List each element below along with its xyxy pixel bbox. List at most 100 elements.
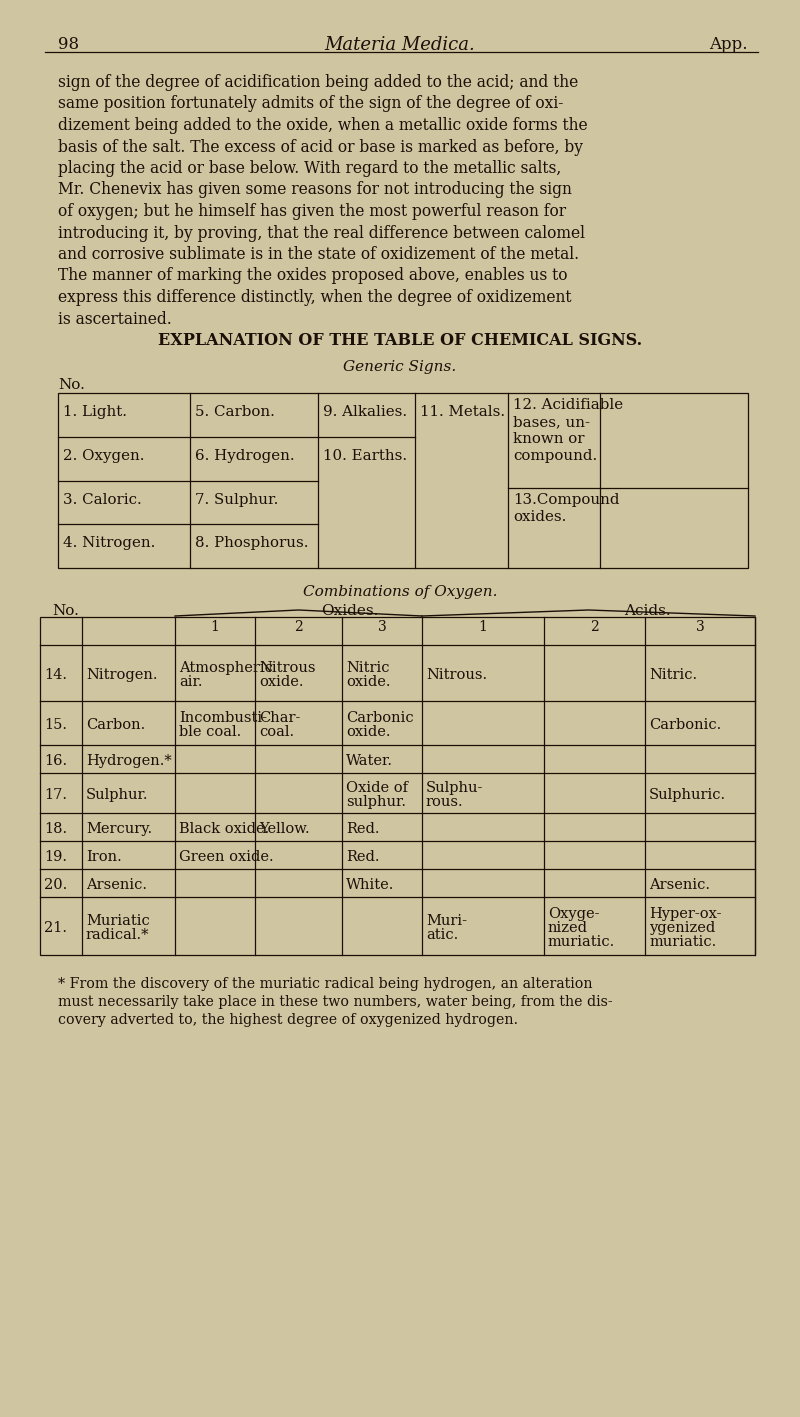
Text: oxide.: oxide. xyxy=(346,674,390,689)
Text: 9. Alkalies.: 9. Alkalies. xyxy=(323,405,407,419)
Text: Nitrous.: Nitrous. xyxy=(426,667,487,682)
Text: ygenized: ygenized xyxy=(649,921,715,935)
Text: 3: 3 xyxy=(378,621,386,633)
Text: 3: 3 xyxy=(696,621,704,633)
Text: Nitrogen.: Nitrogen. xyxy=(86,667,158,682)
Text: oxide.: oxide. xyxy=(346,726,390,740)
Text: Arsenic.: Arsenic. xyxy=(86,879,147,891)
Text: 3. Caloric.: 3. Caloric. xyxy=(63,493,142,507)
Text: Yellow.: Yellow. xyxy=(259,822,310,836)
Text: must necessarily take place in these two numbers, water being, from the dis-: must necessarily take place in these two… xyxy=(58,995,613,1009)
Bar xyxy=(58,393,748,568)
Text: Oxides.: Oxides. xyxy=(322,604,378,618)
Text: No.: No. xyxy=(52,604,79,618)
Text: No.: No. xyxy=(58,378,85,393)
Text: 2: 2 xyxy=(294,621,303,633)
Text: Carbonic: Carbonic xyxy=(346,711,414,726)
Text: covery adverted to, the highest degree of oxygenized hydrogen.: covery adverted to, the highest degree o… xyxy=(58,1013,518,1027)
Text: * From the discovery of the muriatic radical being hydrogen, an alteration: * From the discovery of the muriatic rad… xyxy=(58,976,593,990)
Text: muriatic.: muriatic. xyxy=(548,935,615,949)
Text: Carbon.: Carbon. xyxy=(86,718,146,733)
Text: 17.: 17. xyxy=(44,788,67,802)
Text: 16.: 16. xyxy=(44,754,67,768)
Text: 6. Hydrogen.: 6. Hydrogen. xyxy=(195,449,294,463)
Text: 7. Sulphur.: 7. Sulphur. xyxy=(195,493,278,507)
Text: 20.: 20. xyxy=(44,879,67,891)
Text: Atmospheric: Atmospheric xyxy=(179,660,273,674)
Text: oxide.: oxide. xyxy=(259,674,303,689)
Text: 5. Carbon.: 5. Carbon. xyxy=(195,405,275,419)
Bar xyxy=(40,616,755,955)
Text: nized: nized xyxy=(548,921,588,935)
Text: 1. Light.: 1. Light. xyxy=(63,405,127,419)
Text: Nitric: Nitric xyxy=(346,660,390,674)
Text: 14.: 14. xyxy=(44,667,67,682)
Text: Oxide of: Oxide of xyxy=(346,781,408,795)
Text: Nitrous: Nitrous xyxy=(259,660,315,674)
Text: and corrosive sublimate is in the state of oxidizement of the metal.: and corrosive sublimate is in the state … xyxy=(58,247,579,264)
Text: 1: 1 xyxy=(478,621,487,633)
Text: The manner of marking the oxides proposed above, enables us to: The manner of marking the oxides propose… xyxy=(58,268,567,285)
Text: Sulphur.: Sulphur. xyxy=(86,788,149,802)
Text: atic.: atic. xyxy=(426,928,458,942)
Text: Nitric.: Nitric. xyxy=(649,667,697,682)
Text: rous.: rous. xyxy=(426,795,464,809)
Text: 11. Metals.: 11. Metals. xyxy=(420,405,505,419)
Text: 18.: 18. xyxy=(44,822,67,836)
Text: Red.: Red. xyxy=(346,850,379,864)
Text: Hydrogen.*: Hydrogen.* xyxy=(86,754,172,768)
Text: Generic Signs.: Generic Signs. xyxy=(343,360,457,374)
Text: of oxygen; but he himself has given the most powerful reason for: of oxygen; but he himself has given the … xyxy=(58,203,566,220)
Text: sign of the degree of acidification being added to the acid; and the: sign of the degree of acidification bein… xyxy=(58,74,578,91)
Text: 19.: 19. xyxy=(44,850,67,864)
Text: 21.: 21. xyxy=(44,921,67,935)
Text: same position fortunately admits of the sign of the degree of oxi-: same position fortunately admits of the … xyxy=(58,95,563,112)
Text: Materia Medica.: Materia Medica. xyxy=(325,35,475,54)
Text: Muriatic: Muriatic xyxy=(86,914,150,928)
Text: placing the acid or base below. With regard to the metallic salts,: placing the acid or base below. With reg… xyxy=(58,160,562,177)
Text: 1: 1 xyxy=(210,621,219,633)
Text: express this difference distinctly, when the degree of oxidizement: express this difference distinctly, when… xyxy=(58,289,571,306)
Text: sulphur.: sulphur. xyxy=(346,795,406,809)
Text: Sulphuric.: Sulphuric. xyxy=(649,788,726,802)
Text: 8. Phosphorus.: 8. Phosphorus. xyxy=(195,537,309,550)
Text: 98: 98 xyxy=(58,35,79,52)
Text: Hyper-ox-: Hyper-ox- xyxy=(649,907,722,921)
Text: White.: White. xyxy=(346,879,394,891)
Text: 10. Earths.: 10. Earths. xyxy=(323,449,407,463)
Text: 4. Nitrogen.: 4. Nitrogen. xyxy=(63,537,155,550)
Text: ble coal.: ble coal. xyxy=(179,726,242,740)
Text: 2: 2 xyxy=(590,621,599,633)
Text: radical.*: radical.* xyxy=(86,928,150,942)
Text: dizement being added to the oxide, when a metallic oxide forms the: dizement being added to the oxide, when … xyxy=(58,118,588,135)
Text: known or: known or xyxy=(513,432,585,446)
Text: Muri-: Muri- xyxy=(426,914,467,928)
Text: Red.: Red. xyxy=(346,822,379,836)
Text: basis of the salt. The excess of acid or base is marked as before, by: basis of the salt. The excess of acid or… xyxy=(58,139,583,156)
Text: Incombusti-: Incombusti- xyxy=(179,711,267,726)
Text: Mercury.: Mercury. xyxy=(86,822,152,836)
Text: EXPLANATION OF THE TABLE OF CHEMICAL SIGNS.: EXPLANATION OF THE TABLE OF CHEMICAL SIG… xyxy=(158,332,642,349)
Text: 13.Compound: 13.Compound xyxy=(513,493,619,507)
Text: Char-: Char- xyxy=(259,711,300,726)
Text: 15.: 15. xyxy=(44,718,67,733)
Text: bases, un-: bases, un- xyxy=(513,415,590,429)
Text: Green oxide.: Green oxide. xyxy=(179,850,274,864)
Text: Mr. Chenevix has given some reasons for not introducing the sign: Mr. Chenevix has given some reasons for … xyxy=(58,181,572,198)
Text: 2. Oxygen.: 2. Oxygen. xyxy=(63,449,145,463)
Text: Sulphu-: Sulphu- xyxy=(426,781,483,795)
Text: Combinations of Oxygen.: Combinations of Oxygen. xyxy=(302,585,498,599)
Text: oxides.: oxides. xyxy=(513,510,566,524)
Text: compound.: compound. xyxy=(513,449,598,463)
Text: muriatic.: muriatic. xyxy=(649,935,716,949)
Text: Arsenic.: Arsenic. xyxy=(649,879,710,891)
Text: coal.: coal. xyxy=(259,726,294,740)
Text: is ascertained.: is ascertained. xyxy=(58,310,172,327)
Text: introducing it, by proving, that the real difference between calomel: introducing it, by proving, that the rea… xyxy=(58,224,585,241)
Text: Water.: Water. xyxy=(346,754,393,768)
Text: Black oxide.: Black oxide. xyxy=(179,822,270,836)
Text: Acids.: Acids. xyxy=(624,604,670,618)
Text: Iron.: Iron. xyxy=(86,850,122,864)
Text: 12. Acidifiable: 12. Acidifiable xyxy=(513,398,623,412)
Text: Carbonic.: Carbonic. xyxy=(649,718,722,733)
